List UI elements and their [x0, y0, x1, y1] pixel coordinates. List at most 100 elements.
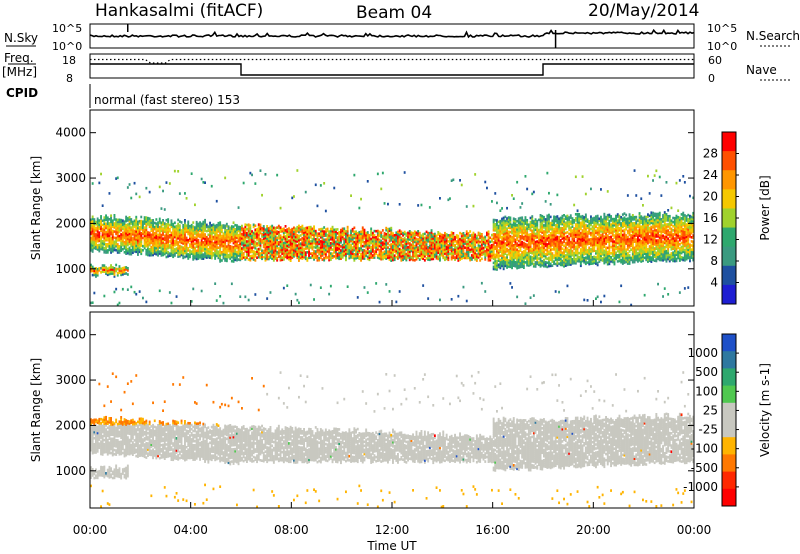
range-cell	[217, 238, 220, 241]
date-title: 20/May/2014	[588, 1, 700, 21]
range-cell	[230, 225, 233, 228]
range-cell	[511, 194, 513, 197]
range-cell	[511, 260, 513, 263]
range-cell	[313, 252, 315, 255]
range-cell	[241, 249, 243, 252]
range-cell	[385, 245, 388, 248]
range-cell	[489, 258, 492, 262]
range-cell	[527, 237, 530, 241]
range-cell	[516, 266, 519, 270]
range-cell	[123, 244, 126, 248]
range-cell	[511, 240, 513, 243]
range-cell	[559, 239, 562, 242]
range-cell	[373, 242, 376, 245]
range-cell	[457, 242, 460, 246]
range-cell	[138, 221, 141, 225]
range-cell	[445, 239, 448, 242]
range-cell	[143, 246, 146, 250]
range-cell	[395, 251, 398, 255]
range-cell	[204, 181, 206, 184]
range-cell	[346, 236, 349, 239]
range-cell	[470, 241, 473, 245]
range-cell	[430, 245, 433, 249]
range-cell	[157, 225, 159, 228]
range-cell	[103, 246, 106, 250]
range-cell	[388, 229, 391, 233]
range-cell	[584, 256, 587, 259]
range-cell	[539, 242, 542, 246]
range-cell	[299, 246, 302, 250]
range-cell	[205, 240, 208, 243]
range-cell	[187, 230, 190, 234]
range-cell	[172, 249, 175, 252]
range-cell	[293, 249, 295, 252]
range-cell	[417, 232, 420, 235]
range-cell	[516, 254, 519, 258]
range-cell	[494, 253, 497, 257]
range-cell	[358, 206, 361, 210]
range-cell	[450, 257, 453, 261]
range-cell	[579, 248, 582, 251]
range-cell	[172, 241, 175, 244]
range-cell	[271, 243, 274, 246]
range-cell	[454, 246, 456, 249]
range-cell	[142, 226, 144, 230]
range-cell	[266, 237, 269, 240]
range-cell	[430, 237, 433, 240]
range-cell	[143, 220, 146, 223]
range-cell	[301, 228, 304, 232]
range-cell	[345, 232, 347, 235]
range-cell	[370, 241, 373, 245]
range-cell	[185, 224, 188, 227]
range-cell	[121, 231, 124, 235]
range-cell	[378, 255, 381, 258]
range-cell	[130, 240, 133, 244]
range-cell	[370, 233, 373, 237]
range-cell	[236, 224, 238, 227]
range-cell	[314, 183, 317, 187]
range-cell	[194, 230, 196, 233]
range-cell	[230, 282, 233, 286]
range-cell	[241, 228, 243, 232]
range-cell	[376, 244, 379, 247]
range-cell	[137, 228, 139, 232]
range-cell	[313, 258, 315, 261]
range-cell	[281, 240, 284, 243]
range-cell	[289, 241, 292, 244]
range-cell	[469, 234, 472, 237]
range-cell	[532, 230, 535, 233]
range-cell	[427, 256, 430, 259]
range-cell	[113, 267, 116, 270]
range-cell	[417, 242, 420, 245]
range-cell	[195, 233, 198, 236]
range-cell	[217, 256, 220, 260]
range-cell	[227, 241, 230, 245]
range-cell	[380, 241, 383, 245]
range-cell	[106, 232, 109, 236]
range-cell	[422, 243, 425, 246]
range-cell	[506, 239, 508, 243]
range-cell	[91, 225, 94, 229]
range-cell	[167, 234, 170, 238]
range-cell	[103, 230, 106, 234]
range-cell	[521, 257, 524, 260]
range-cell	[539, 258, 542, 262]
range-cell	[160, 223, 163, 227]
range-cell	[538, 232, 540, 236]
range-cell	[526, 235, 529, 238]
range-cell	[512, 258, 515, 261]
range-cell	[333, 249, 336, 252]
range-cell	[199, 249, 201, 253]
range-cell	[232, 239, 235, 243]
range-cell	[519, 206, 522, 209]
range-cell	[529, 243, 532, 246]
range-cell	[393, 254, 396, 257]
range-cell	[573, 203, 576, 207]
range-cell	[439, 257, 441, 260]
range-cell	[541, 229, 544, 232]
range-cell	[225, 259, 228, 263]
range-cell	[452, 240, 455, 243]
range-cell	[583, 298, 586, 302]
range-cell	[162, 231, 164, 234]
range-cell	[140, 221, 143, 225]
